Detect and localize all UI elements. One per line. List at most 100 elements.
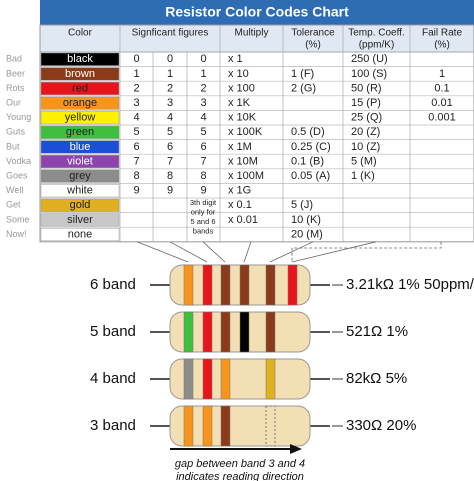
cell-value: 9 (133, 185, 139, 197)
cell-value: 3 (167, 97, 173, 109)
cell-value: 7 (200, 155, 206, 167)
resistor-value: 521Ω 1% (346, 323, 408, 340)
mnemonic: Beer (6, 68, 25, 78)
cell-value: 2 (200, 82, 206, 94)
cell-value: x 100M (228, 170, 264, 182)
cell-value: 2 (133, 82, 139, 94)
band (183, 311, 194, 353)
band (239, 264, 250, 306)
mnemonic: Goes (6, 170, 28, 180)
caption: indicates reading direction (176, 471, 304, 481)
cell-value: x 10M (228, 155, 258, 167)
cell-value: 8 (200, 170, 206, 182)
mnemonic: Guts (6, 127, 26, 137)
mnemonic: Well (6, 185, 23, 195)
cell-value: 7 (133, 155, 139, 167)
cell-value: 5 (J) (291, 199, 313, 211)
cell-value: 1 (167, 68, 173, 80)
band (183, 264, 194, 306)
resistor-value: 82kΩ 5% (346, 370, 407, 387)
band (202, 311, 213, 353)
color-swatch (40, 213, 120, 227)
color-swatch (40, 140, 120, 154)
cell-value: 2 (G) (291, 82, 316, 94)
cell-value: 4 (133, 112, 139, 124)
color-name: red (72, 82, 88, 94)
color-name: grey (69, 170, 91, 182)
cell-value: 2 (167, 82, 173, 94)
connector (202, 241, 226, 263)
color-swatch (40, 96, 120, 110)
note: only for (191, 207, 216, 216)
color-swatch (40, 198, 120, 212)
color-swatch (40, 125, 120, 139)
connector (136, 241, 189, 263)
cell-value: 15 (P) (351, 97, 381, 109)
connector (291, 241, 442, 262)
band (220, 264, 231, 306)
color-swatch (40, 169, 120, 183)
band (202, 405, 213, 447)
header-unit: (%) (434, 40, 450, 51)
cell-value: 0.001 (428, 112, 456, 124)
header-bg (39, 24, 474, 53)
cell-value: 0.05 (A) (291, 170, 330, 182)
cell-value: 4 (200, 112, 206, 124)
mnemonic: Some (6, 214, 30, 224)
cell-value: 1 (F) (291, 68, 314, 80)
cell-value: 3 (200, 97, 206, 109)
band-count: 4 band (90, 370, 136, 387)
header-label: Multiply (235, 28, 269, 39)
band (220, 358, 231, 400)
cell-value: 7 (167, 155, 173, 167)
cell-value: 10 (Z) (351, 141, 380, 153)
band-count: 6 band (90, 276, 136, 293)
header-unit: (ppm/K) (359, 40, 395, 51)
resistor-value: 3.21kΩ 1% 50ppm/K (346, 276, 474, 293)
cell-value: x 1K (228, 97, 251, 109)
note: 3th digit (190, 198, 217, 207)
color-name: black (67, 53, 93, 65)
cell-value: x 0.1 (228, 199, 252, 211)
band (287, 264, 298, 306)
cell-value: 0 (167, 53, 173, 65)
color-swatch (40, 81, 120, 96)
mnemonic: Young (6, 112, 31, 122)
color-name: silver (67, 214, 93, 226)
cell-value: 5 (M) (351, 155, 377, 167)
band (220, 405, 231, 447)
cell-value: 5 (133, 126, 139, 138)
header-label: Fail Rate (422, 28, 462, 39)
color-name: green (66, 126, 94, 138)
cell-value: x 0.01 (228, 214, 258, 226)
cell-value: 6 (200, 141, 206, 153)
cell-value: 0 (133, 53, 139, 65)
color-name: blue (70, 141, 91, 153)
cell-value: 0.25 (C) (291, 141, 331, 153)
cell-value: x 100K (228, 126, 263, 138)
cell-value: 3 (133, 97, 139, 109)
connector (269, 241, 314, 263)
cell-value: 1 (133, 68, 139, 80)
resistor-value: 330Ω 20% (346, 417, 416, 434)
cell-value: 9 (200, 185, 206, 197)
color-name: yellow (65, 112, 96, 124)
cell-value: 1 (439, 68, 445, 80)
cell-value: 6 (133, 141, 139, 153)
mnemonic: Rots (6, 83, 25, 93)
band (202, 264, 213, 306)
note: bands (193, 226, 214, 235)
mnemonic: But (6, 141, 20, 151)
cell-value: 0.5 (D) (291, 126, 325, 138)
cell-value: 4 (167, 112, 173, 124)
cell-value: 8 (133, 170, 139, 182)
color-swatch (40, 52, 120, 66)
cell-value: 100 (S) (351, 68, 387, 80)
cell-value: 20 (Z) (351, 126, 380, 138)
cell-value: x 100 (228, 82, 255, 94)
cell-value: 8 (167, 170, 173, 182)
cell-value: 0 (200, 53, 206, 65)
mnemonic: Our (6, 97, 21, 107)
cell-value: 50 (R) (351, 82, 382, 94)
